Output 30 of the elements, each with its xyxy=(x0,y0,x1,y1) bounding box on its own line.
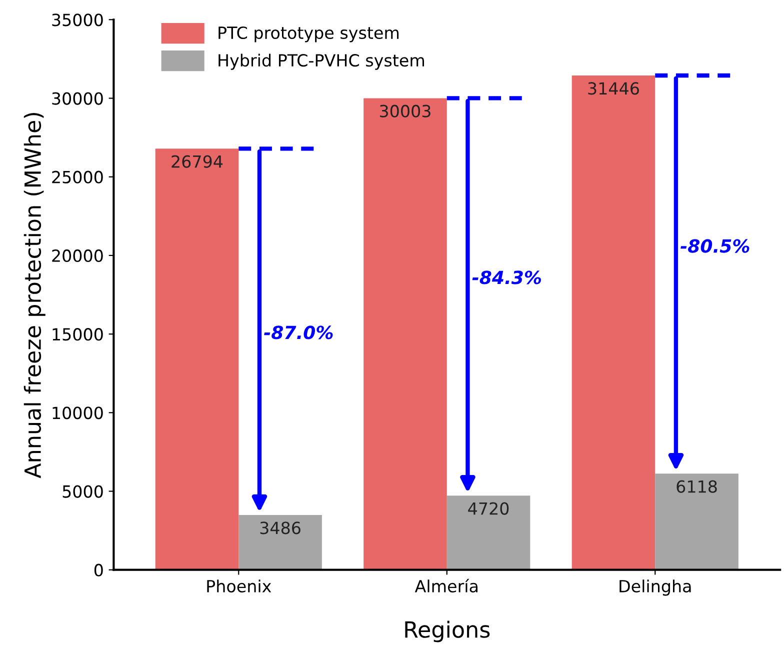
y-tick-label: 35000 xyxy=(52,14,103,26)
bar xyxy=(155,148,239,570)
bar xyxy=(655,474,738,570)
legend-label: PTC prototype system xyxy=(218,26,399,42)
x-tick-label: Delingha xyxy=(620,580,691,596)
annotation: -84.3% xyxy=(472,270,542,284)
bar xyxy=(572,76,656,570)
y-tick-label: 20000 xyxy=(52,249,103,262)
data-label: 31446 xyxy=(588,82,639,95)
data-label: 3486 xyxy=(260,522,300,534)
data-label: 6118 xyxy=(676,480,717,493)
data-label: 4720 xyxy=(468,502,509,515)
legend-label: Hybrid PTC-PVHC system xyxy=(218,54,424,70)
data-label: 30003 xyxy=(380,104,430,118)
bar xyxy=(238,515,322,570)
x-tick-label: Phoenix xyxy=(207,580,272,592)
annotation: -80.5% xyxy=(680,239,750,253)
bar xyxy=(446,496,530,570)
y-tick-label: 10000 xyxy=(52,406,103,420)
y-tick-label: 15000 xyxy=(52,328,103,341)
x-tick-label: Almería xyxy=(414,578,478,592)
y-axis-title: Annual freeze protection (MWhe) xyxy=(24,112,46,478)
y-tick-label: 5000 xyxy=(62,485,103,498)
bar xyxy=(364,98,447,570)
y-tick-label: 30000 xyxy=(52,92,103,105)
data-label: 26794 xyxy=(172,155,223,168)
x-axis-title: Regions xyxy=(405,620,490,642)
annotation: -87.0% xyxy=(264,326,333,340)
y-tick-label: 0 xyxy=(94,564,103,576)
y-tick-label: 25000 xyxy=(52,170,103,184)
